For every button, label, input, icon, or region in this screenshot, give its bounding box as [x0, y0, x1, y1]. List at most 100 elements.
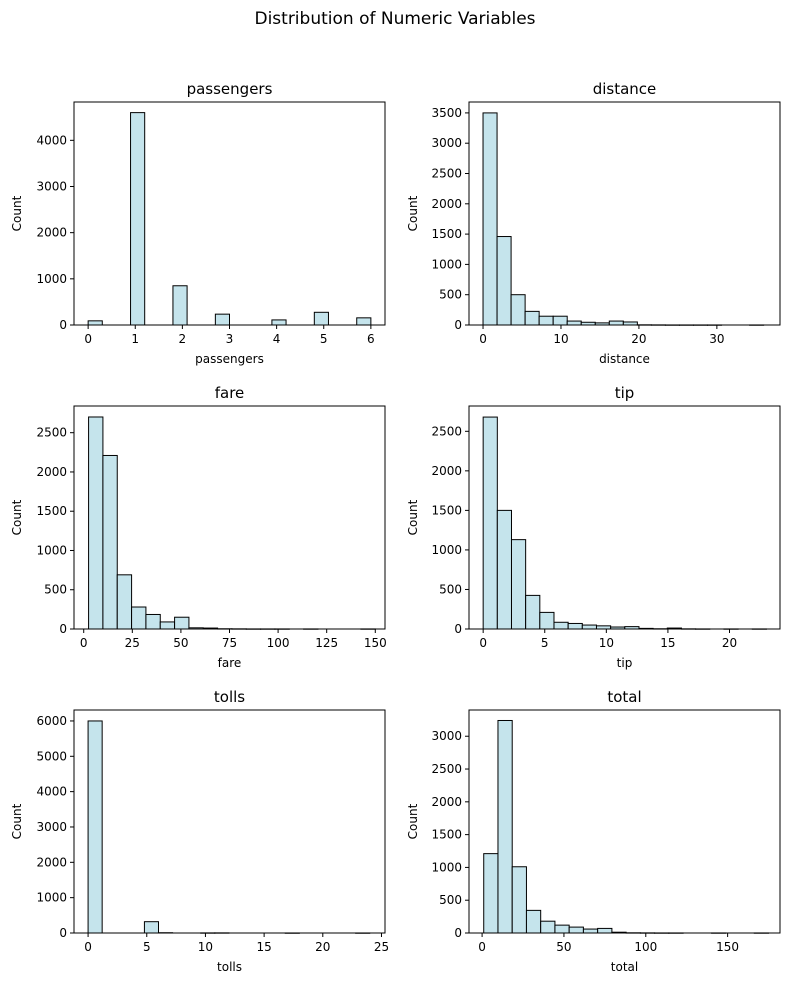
y-tick-label: 4000: [36, 133, 67, 147]
histogram-bar: [553, 621, 569, 630]
y-tick-label: 4000: [36, 785, 67, 799]
histogram-bar: [510, 294, 526, 326]
subplot-fare: 0 25 50 75 100 125 15005001000150020002500fare…: [10, 384, 387, 670]
y-tick-label: 0: [454, 622, 462, 636]
histogram-bar: [567, 622, 583, 630]
y-tick-label: 1500: [431, 227, 462, 241]
x-axis-label: passengers: [195, 352, 264, 366]
y-tick-label: 2500: [431, 424, 462, 438]
subplot-distance: 0 10 20 30 0 500 1000 1500 2000 2500 3000 3500 dista…: [406, 80, 781, 366]
x-tick-label: 75: [222, 636, 237, 650]
subplot-passengers: 0 1 2 3 4 5 6 0 1000 2000 3000 4000 passengers passen…: [10, 80, 386, 366]
x-axis-label: distance: [599, 352, 650, 366]
histogram-bar: [116, 574, 133, 630]
x-tick-label: 15: [256, 940, 271, 954]
y-tick-label: 0: [59, 926, 67, 940]
y-tick-label: 2000: [36, 855, 67, 869]
y-tick-label: 2000: [431, 197, 462, 211]
histogram-bar: [483, 853, 499, 934]
subplot-title: tolls: [214, 688, 245, 706]
y-tick-label: 2000: [36, 465, 67, 479]
histogram-bar: [539, 611, 555, 630]
histogram-bar: [568, 926, 584, 934]
x-tick-label: 0: [478, 940, 486, 954]
y-tick-label: 2500: [431, 762, 462, 776]
histogram-bar: [510, 539, 527, 630]
x-tick-label: 10: [553, 332, 568, 346]
subplot-title: tip: [615, 384, 635, 402]
y-axis-label: Count: [406, 499, 420, 535]
histogram-bar: [102, 454, 118, 630]
histogram-bar: [145, 613, 161, 630]
x-tick-label: 1: [131, 332, 139, 346]
x-tick-label: 2: [179, 332, 187, 346]
y-tick-label: 1500: [431, 828, 462, 842]
histogram-bar: [174, 616, 190, 630]
histogram-bar: [87, 720, 103, 934]
x-tick-label: 100: [634, 940, 657, 954]
y-tick-label: 5000: [36, 749, 67, 763]
y-tick-label: 500: [439, 582, 462, 596]
subplot-title: total: [607, 688, 641, 706]
x-axis-label: fare: [218, 656, 242, 670]
subplot-grid: 0 1 2 3 4 5 601000200030004000passengerspassen…: [10, 80, 781, 974]
subplot-total: 0 50 100 150050010001500200025003000totalto…: [406, 688, 781, 974]
y-tick-label: 1500: [36, 504, 67, 518]
x-tick-label: 25: [374, 940, 389, 954]
histogram-bar: [524, 310, 540, 326]
y-tick-label: 1000: [431, 257, 462, 271]
histogram-bar: [608, 320, 624, 326]
histogram-bar: [597, 927, 613, 934]
subplot-title: fare: [215, 384, 245, 402]
subplot-tolls: 0 5 10 15 20 25 0 1000 2000 3000 4000 5000 6000 tolls…: [10, 688, 389, 974]
x-tick-label: 5: [320, 332, 328, 346]
x-tick-label: 125: [315, 636, 338, 650]
histogram-bar: [538, 315, 554, 326]
y-tick-label: 1500: [431, 503, 462, 517]
x-tick-label: 15: [660, 636, 675, 650]
histogram-bar: [552, 315, 568, 326]
x-tick-label: 50: [556, 940, 571, 954]
histogram-bar: [511, 866, 527, 934]
histogram-bar: [525, 594, 541, 630]
x-tick-label: 0: [84, 332, 92, 346]
y-axis-label: Count: [10, 195, 24, 231]
histogram-bar: [497, 719, 513, 934]
x-tick-label: 5: [541, 636, 549, 650]
axes-frame: [468, 405, 781, 630]
x-tick-label: 20: [315, 940, 330, 954]
figure-title: Distribution of Numeric Variables: [254, 9, 535, 29]
x-tick-label: 150: [716, 940, 739, 954]
histogram-bar: [214, 313, 231, 326]
x-tick-label: 25: [125, 636, 140, 650]
x-tick-label: 50: [173, 636, 188, 650]
x-tick-label: 0: [479, 636, 487, 650]
y-tick-label: 1000: [36, 272, 67, 286]
x-tick-label: 0: [84, 940, 92, 954]
x-tick-label: 6: [367, 332, 375, 346]
y-tick-label: 1000: [431, 860, 462, 874]
x-axis-label: tolls: [217, 960, 242, 974]
axes-frame: [73, 709, 386, 934]
histogram-bar: [356, 317, 372, 326]
histogram-bar: [88, 416, 104, 630]
x-tick-label: 10: [599, 636, 614, 650]
y-axis-label: Count: [406, 803, 420, 839]
y-tick-label: 500: [44, 583, 67, 597]
subplot-title: passengers: [187, 80, 273, 98]
histogram-bar: [313, 311, 329, 326]
y-tick-label: 3000: [431, 136, 462, 150]
y-tick-label: 0: [59, 318, 67, 332]
y-axis-label: Count: [10, 803, 24, 839]
y-tick-label: 2500: [431, 167, 462, 181]
histogram-bar: [540, 920, 556, 934]
histogram-bar: [496, 509, 512, 630]
y-tick-label: 2000: [36, 226, 67, 240]
x-tick-label: 30: [709, 332, 724, 346]
histogram-bar: [131, 606, 147, 630]
y-tick-label: 0: [454, 926, 462, 940]
histogram-bar: [582, 928, 599, 934]
y-tick-label: 2000: [431, 795, 462, 809]
histogram-bar: [159, 621, 176, 630]
x-tick-label: 0: [479, 332, 487, 346]
